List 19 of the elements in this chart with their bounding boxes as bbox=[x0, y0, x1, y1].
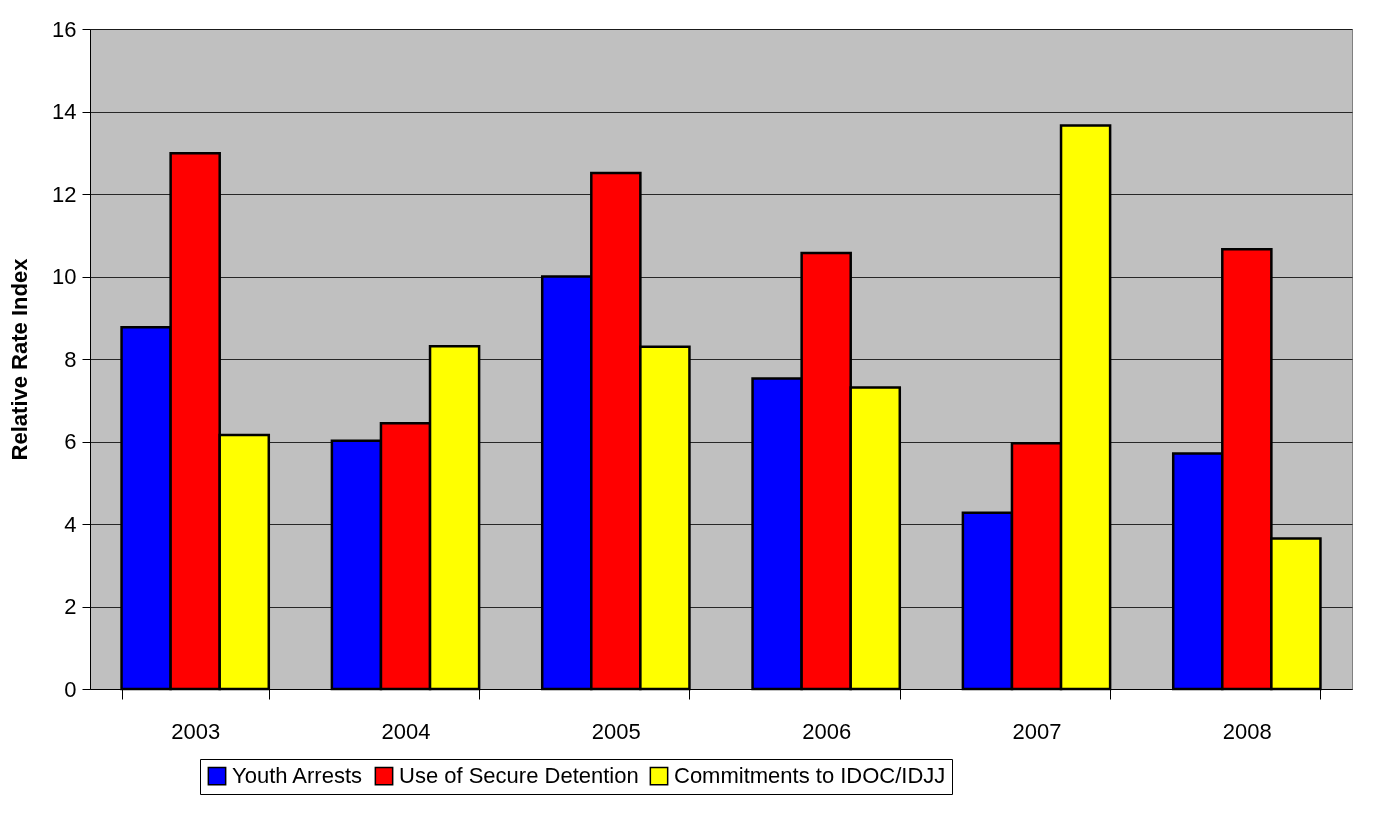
y-tick-label: 14 bbox=[52, 99, 77, 124]
y-tick-label: 6 bbox=[64, 429, 77, 454]
y-axis-title: Relative Rate Index bbox=[7, 257, 33, 461]
y-tick-label: 8 bbox=[64, 346, 77, 372]
x-tick-label: 2007 bbox=[1012, 718, 1062, 744]
y-tick-label: 0 bbox=[64, 676, 77, 702]
legend-label: Commitments to IDOC/IDJJ bbox=[674, 763, 946, 789]
y-tick-label: 16 bbox=[52, 16, 77, 42]
x-tick-label: 2006 bbox=[802, 718, 852, 744]
y-tick-label: 12 bbox=[52, 181, 77, 207]
x-tick-label: 2004 bbox=[381, 718, 431, 744]
x-tick-label: 2005 bbox=[591, 718, 641, 744]
y-tick-label: 4 bbox=[64, 511, 77, 537]
y-tick-label: 2 bbox=[64, 594, 77, 619]
y-tick-label: 10 bbox=[52, 264, 77, 289]
x-tick-label: 2008 bbox=[1222, 718, 1272, 744]
legend-label: Use of Secure Detention bbox=[399, 763, 639, 789]
x-tick-label: 2003 bbox=[171, 718, 221, 744]
legend-label: Youth Arrests bbox=[232, 763, 363, 789]
